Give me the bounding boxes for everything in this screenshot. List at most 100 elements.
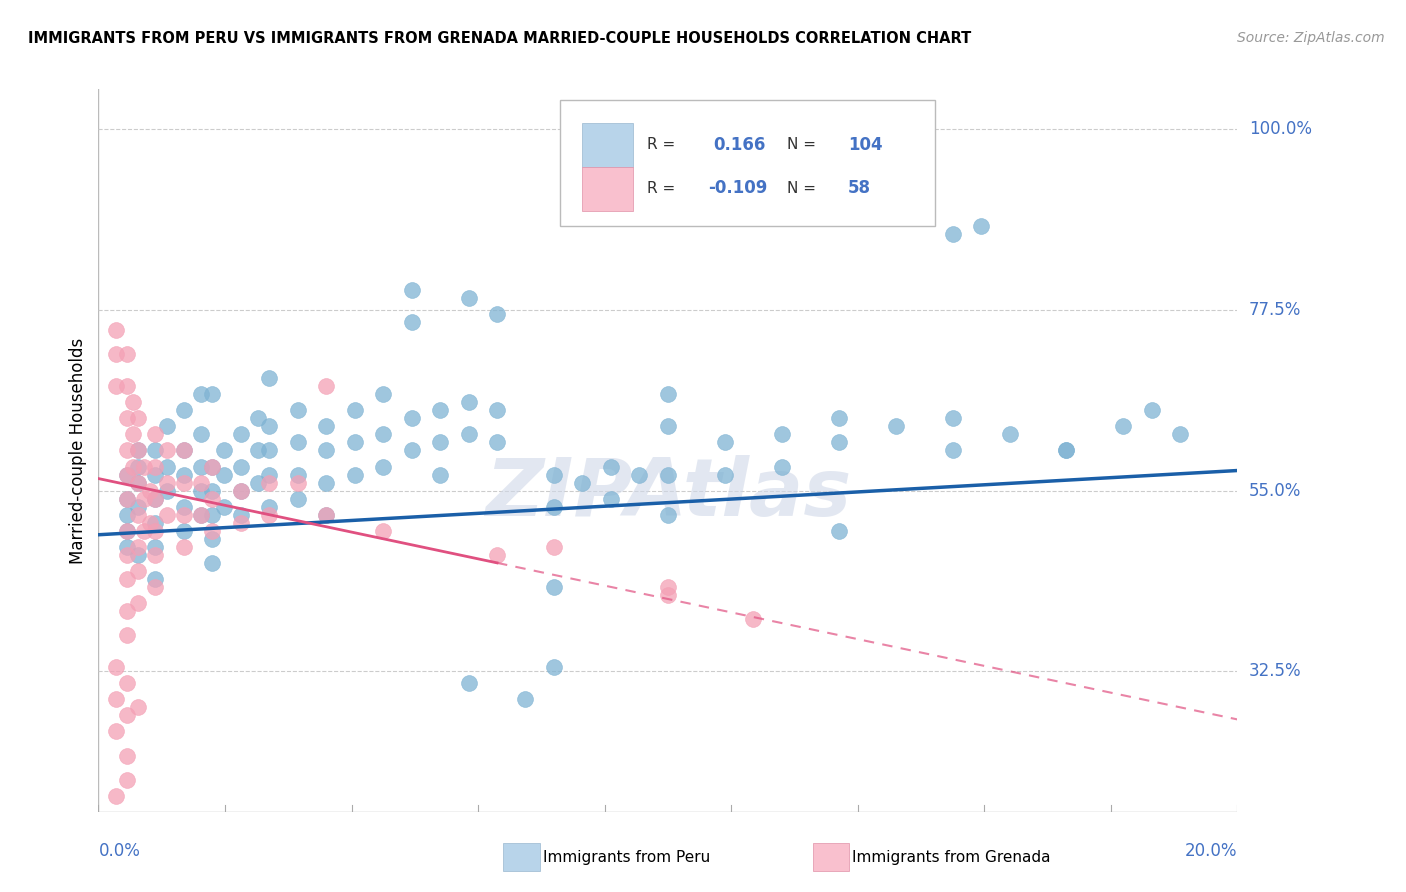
- Point: [828, 435, 851, 450]
- Point: [229, 508, 252, 522]
- Point: [121, 395, 143, 409]
- Point: [173, 467, 195, 482]
- Point: [104, 789, 127, 803]
- Point: [429, 403, 451, 417]
- Text: 77.5%: 77.5%: [1249, 301, 1301, 319]
- Point: [543, 500, 565, 514]
- Text: 32.5%: 32.5%: [1249, 662, 1302, 681]
- Point: [246, 443, 269, 458]
- Point: [543, 580, 565, 594]
- Point: [600, 459, 623, 474]
- Point: [259, 500, 281, 514]
- Point: [373, 387, 395, 401]
- Point: [287, 475, 309, 490]
- Point: [401, 283, 423, 297]
- Point: [315, 443, 337, 458]
- Point: [1112, 419, 1135, 434]
- Text: 0.166: 0.166: [713, 136, 766, 153]
- Point: [190, 483, 212, 498]
- Point: [657, 588, 679, 602]
- Text: ZIPAtlas: ZIPAtlas: [485, 455, 851, 533]
- Point: [742, 612, 765, 626]
- Y-axis label: Married-couple Households: Married-couple Households: [69, 337, 87, 564]
- Point: [127, 508, 149, 522]
- Point: [115, 540, 138, 554]
- Point: [373, 427, 395, 442]
- Point: [287, 435, 309, 450]
- Point: [115, 572, 138, 586]
- Point: [543, 660, 565, 674]
- Point: [121, 459, 143, 474]
- Point: [115, 524, 138, 538]
- Point: [942, 227, 965, 241]
- Point: [127, 596, 149, 610]
- Point: [246, 411, 269, 425]
- Point: [714, 467, 737, 482]
- Point: [287, 403, 309, 417]
- Point: [156, 508, 179, 522]
- Point: [212, 500, 235, 514]
- FancyBboxPatch shape: [582, 167, 633, 211]
- Point: [287, 491, 309, 506]
- Point: [770, 459, 793, 474]
- Point: [156, 459, 179, 474]
- Point: [315, 419, 337, 434]
- Point: [259, 443, 281, 458]
- Point: [259, 475, 281, 490]
- Point: [190, 427, 212, 442]
- Point: [127, 443, 149, 458]
- Point: [315, 475, 337, 490]
- Point: [104, 347, 127, 361]
- Point: [190, 387, 212, 401]
- Point: [127, 500, 149, 514]
- Point: [1140, 403, 1163, 417]
- Point: [115, 708, 138, 723]
- Point: [173, 443, 195, 458]
- Point: [115, 467, 138, 482]
- Point: [628, 467, 651, 482]
- Text: 104: 104: [848, 136, 883, 153]
- Point: [127, 475, 149, 490]
- Point: [104, 379, 127, 393]
- Point: [127, 443, 149, 458]
- Text: N =: N =: [787, 137, 817, 153]
- Point: [657, 419, 679, 434]
- Point: [173, 475, 195, 490]
- FancyBboxPatch shape: [560, 100, 935, 227]
- Text: R =: R =: [647, 137, 676, 153]
- Point: [315, 508, 337, 522]
- Point: [145, 443, 167, 458]
- Point: [145, 572, 167, 586]
- Point: [343, 403, 366, 417]
- Text: -0.109: -0.109: [707, 179, 768, 197]
- Point: [287, 467, 309, 482]
- Point: [1056, 443, 1078, 458]
- Point: [156, 475, 179, 490]
- Point: [115, 411, 138, 425]
- Point: [429, 435, 451, 450]
- Point: [145, 491, 167, 506]
- Point: [145, 540, 167, 554]
- Point: [246, 475, 269, 490]
- Text: N =: N =: [787, 181, 817, 195]
- Point: [457, 395, 479, 409]
- Text: 55.0%: 55.0%: [1249, 482, 1301, 500]
- Text: 0.0%: 0.0%: [98, 842, 141, 860]
- Point: [343, 435, 366, 450]
- Point: [998, 427, 1021, 442]
- Point: [259, 419, 281, 434]
- Point: [942, 411, 965, 425]
- Point: [259, 371, 281, 385]
- Point: [115, 508, 138, 522]
- Point: [138, 516, 160, 530]
- Point: [828, 524, 851, 538]
- Point: [145, 427, 167, 442]
- Point: [127, 700, 149, 714]
- Point: [457, 676, 479, 690]
- Point: [115, 524, 138, 538]
- Point: [259, 508, 281, 522]
- Point: [315, 379, 337, 393]
- Point: [373, 459, 395, 474]
- Point: [229, 427, 252, 442]
- Point: [571, 475, 593, 490]
